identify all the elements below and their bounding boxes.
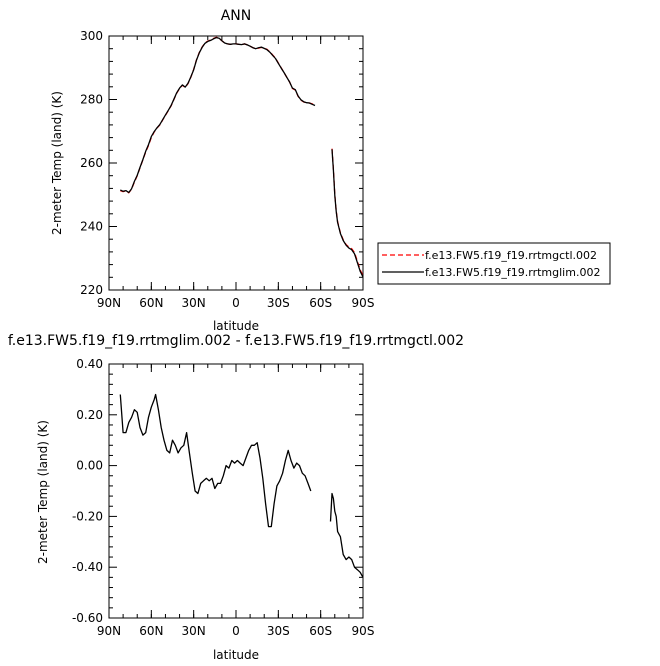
top-x-tick-label: 0: [232, 296, 240, 310]
bottom-y-tick-label: 0.20: [76, 408, 103, 422]
bottom-panel: f.e13.FW5.f19_f19.rrtmglim.002 - f.e13.F…: [8, 333, 464, 662]
bottom-x-tick-label: 60N: [139, 624, 163, 638]
bottom-x-tick-label: 60S: [309, 624, 332, 638]
legend-entry-ctl-label: f.e13.FW5.f19_f19.rrtmgctl.002: [425, 249, 597, 262]
bottom-x-axis-label: latitude: [213, 648, 259, 662]
top-y-tick-label: 220: [80, 283, 103, 297]
bottom-y-axis-label: 2-meter Temp (land) (K): [36, 420, 50, 564]
bottom-x-tick-label: 30S: [267, 624, 290, 638]
bottom-panel-title: f.e13.FW5.f19_f19.rrtmglim.002 - f.e13.F…: [8, 333, 464, 349]
bottom-x-tick-label: 0: [232, 624, 240, 638]
legend-box: [377, 242, 611, 285]
top-y-tick-label: 260: [80, 156, 103, 170]
bottom-y-tick-label: -0.20: [72, 509, 103, 523]
top-y-tick-label: 300: [80, 29, 103, 43]
top-x-tick-label: 60S: [309, 296, 332, 310]
top-y-axis-label: 2-meter Temp (land) (K): [50, 91, 64, 235]
bottom-y-tick-label: -0.40: [72, 560, 103, 574]
top-y-tick-label: 240: [80, 220, 103, 234]
top-panel-title: ANN: [221, 8, 252, 24]
top-x-tick-label: 30N: [182, 296, 206, 310]
bottom-series-0-line: [119, 393, 312, 528]
top-x-tick-label: 90N: [97, 296, 121, 310]
top-series-1-line: [331, 149, 364, 278]
top-panel: ANN 90N 60N 30N 0 30S 60S 90S 220 240 260 280 300 l…: [50, 8, 611, 333]
top-x-axis-label: latitude: [213, 319, 259, 333]
legend-entry-lim-label: f.e13.FW5.f19_f19.rrtmglim.002: [425, 266, 600, 279]
bottom-series-0-line: [329, 492, 364, 578]
bottom-y-tick-label: 0.40: [76, 357, 103, 371]
bottom-y-tick-label: 0.00: [76, 459, 103, 473]
top-x-tick-label: 60N: [139, 296, 163, 310]
bottom-x-tick-label: 90S: [352, 624, 375, 638]
bottom-plot-area: 90N 60N 30N 0 30S 60S 90S -0.60 -0.40 -0.20 0.00 0.…: [72, 357, 375, 638]
bottom-x-tick-label: 30N: [182, 624, 206, 638]
top-x-tick-label: 90S: [352, 296, 375, 310]
bottom-y-tick-label: -0.60: [72, 611, 103, 625]
legend: f.e13.FW5.f19_f19.rrtmgctl.002 f.e13.FW5…: [377, 242, 611, 285]
top-series-1-line: [120, 36, 316, 194]
top-plot-area: 90N 60N 30N 0 30S 60S 90S 220 240 260 280 300: [80, 29, 374, 310]
top-x-tick-label: 30S: [267, 296, 290, 310]
top-y-tick-label: 280: [80, 93, 103, 107]
bottom-x-tick-label: 90N: [97, 624, 121, 638]
